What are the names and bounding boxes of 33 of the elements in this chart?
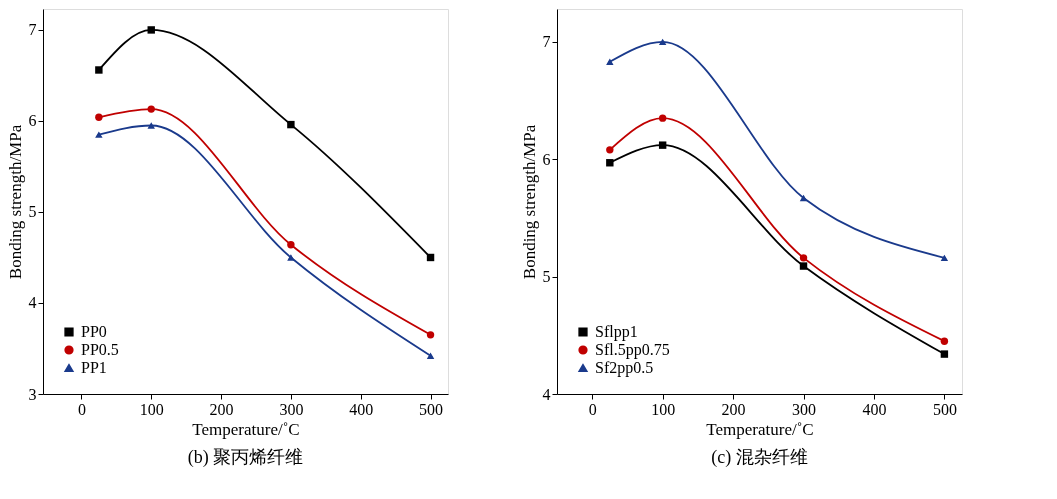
y-tick-label: 6 — [542, 150, 551, 168]
x-axis-title: Temperature/˚C — [706, 419, 814, 439]
text: (c) 混杂纤维 — [711, 447, 808, 468]
legend-label: Sflpp1 — [595, 323, 638, 341]
x-tick-label: 400 — [349, 400, 374, 418]
x-tick-label: 500 — [419, 400, 444, 418]
x-tick-label: 400 — [862, 400, 887, 418]
x-axis-title: Temperature/˚C — [192, 419, 300, 439]
y-tick-label: 6 — [28, 112, 37, 130]
x-tick-label: 100 — [651, 400, 676, 418]
x-tick-label: 300 — [792, 400, 817, 418]
x-tick-label: 0 — [588, 400, 597, 418]
legend-label: Sf2pp0.5 — [595, 359, 654, 377]
y-tick-label: 4 — [542, 385, 551, 403]
x-tick-label: 0 — [77, 400, 86, 418]
y-axis-title: Bonding strength/MPa — [519, 124, 539, 280]
legend-label: PP0.5 — [81, 341, 119, 358]
x-tick-label: 200 — [209, 400, 234, 418]
legend-label: PP1 — [81, 359, 107, 376]
legend-label: Sfl.5pp0.75 — [595, 341, 670, 359]
y-axis-title: Bonding strength/MPa — [5, 124, 25, 280]
y-tick-label: 7 — [28, 21, 37, 39]
x-tick-label: 100 — [139, 400, 164, 418]
y-tick-label: 5 — [28, 203, 37, 221]
y-tick-label: 4 — [28, 294, 37, 312]
x-tick-label: 500 — [932, 400, 957, 418]
x-tick-label: 300 — [279, 400, 304, 418]
y-tick-label: 7 — [542, 33, 551, 51]
y-tick-label: 5 — [542, 268, 551, 286]
y-tick-label: 3 — [28, 385, 37, 403]
x-tick-label: 200 — [721, 400, 746, 418]
text: (b) 聚丙烯纤维 — [187, 447, 304, 468]
legend-label: PP0 — [81, 323, 107, 340]
